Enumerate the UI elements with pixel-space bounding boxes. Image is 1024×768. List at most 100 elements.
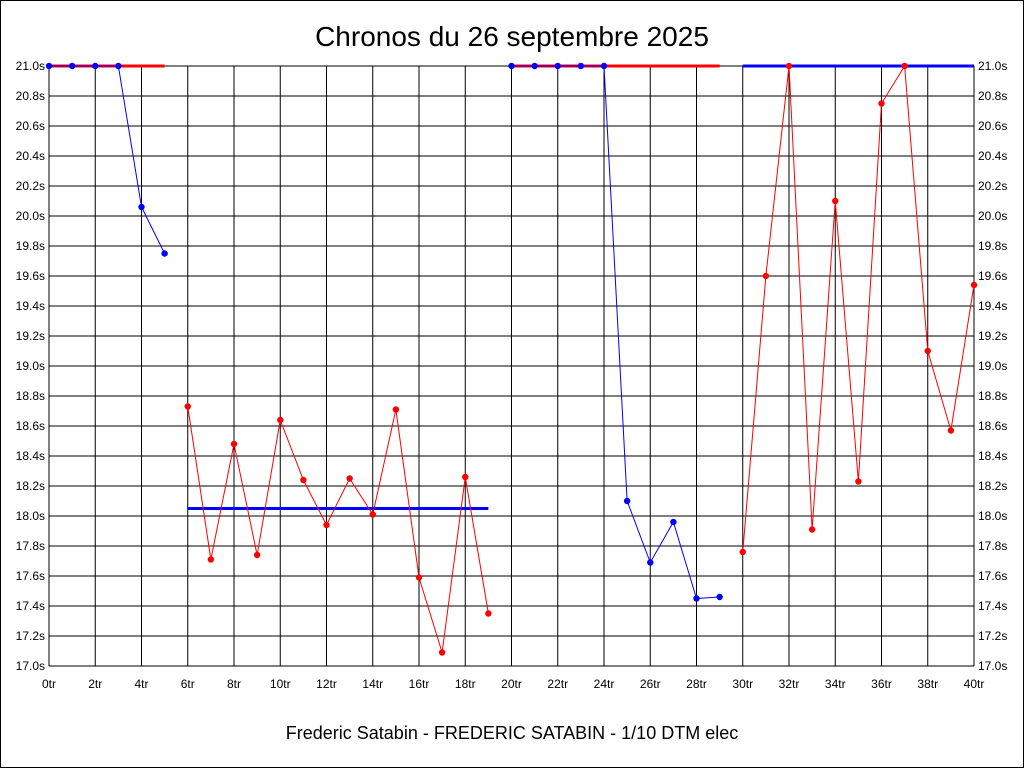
data-point xyxy=(230,440,238,448)
y-tick-label-right: 19.0s xyxy=(978,359,1007,373)
x-tick-label: 34tr xyxy=(825,677,846,691)
data-point xyxy=(300,476,307,484)
y-tick-label: 19.4s xyxy=(16,299,45,313)
data-point xyxy=(832,197,839,205)
data-point xyxy=(508,62,515,70)
y-tick-label-right: 21.0s xyxy=(978,59,1007,73)
y-tick-label-right: 18.8s xyxy=(978,389,1007,403)
x-tick-label: 28tr xyxy=(686,677,707,691)
y-tick-label-right: 19.6s xyxy=(978,269,1007,283)
y-tick-label: 17.8s xyxy=(16,539,45,553)
data-point xyxy=(716,593,723,601)
y-tick-label-right: 20.6s xyxy=(978,119,1007,133)
data-point xyxy=(92,62,99,70)
data-point xyxy=(415,574,423,581)
data-point xyxy=(253,551,261,559)
x-tick-label: 10tr xyxy=(270,677,291,691)
data-point xyxy=(623,497,631,505)
y-tick-label: 17.2s xyxy=(16,629,45,643)
x-tick-label: 38tr xyxy=(917,677,938,691)
y-tick-label: 18.0s xyxy=(16,509,45,523)
series-line xyxy=(511,65,720,600)
y-tick-label: 20.0s xyxy=(16,209,45,223)
y-tick-label-right: 20.2s xyxy=(978,179,1007,193)
x-tick-label: 36tr xyxy=(871,677,892,691)
data-point xyxy=(277,416,284,424)
y-tick-label: 20.6s xyxy=(16,119,45,133)
y-tick-label: 19.8s xyxy=(16,239,45,253)
y-tick-label: 18.4s xyxy=(16,449,45,463)
y-tick-label-right: 18.4s xyxy=(978,449,1007,463)
data-point xyxy=(693,595,700,602)
x-tick-label: 14tr xyxy=(362,677,383,691)
y-tick-label-right: 20.8s xyxy=(978,89,1007,103)
x-tick-label: 24tr xyxy=(594,677,615,691)
data-point xyxy=(68,62,76,70)
x-tick-label: 8tr xyxy=(227,677,241,691)
y-tick-label: 17.6s xyxy=(16,569,45,583)
data-point xyxy=(647,559,654,566)
x-tick-label: 32tr xyxy=(779,677,800,691)
y-tick-label-right: 17.4s xyxy=(978,599,1007,613)
x-tick-label: 22tr xyxy=(547,677,568,691)
x-tick-label: 2tr xyxy=(88,677,102,691)
y-tick-label: 19.6s xyxy=(16,269,45,283)
y-tick-label: 17.0s xyxy=(16,659,45,673)
y-tick-label-right: 17.0s xyxy=(978,659,1007,673)
data-point xyxy=(323,521,330,529)
data-point xyxy=(138,203,145,211)
y-tick-label: 17.4s xyxy=(16,599,45,613)
x-tick-label: 20tr xyxy=(501,677,522,691)
x-tick-label: 26tr xyxy=(640,677,661,691)
x-tick-label: 18tr xyxy=(455,677,476,691)
data-point xyxy=(207,556,215,563)
chart-footer: Frederic Satabin - FREDERIC SATABIN - 1/… xyxy=(286,723,738,743)
chart-title: Chronos du 26 septembre 2025 xyxy=(315,21,709,52)
x-axis: 0tr 2tr 4tr 6tr 8tr 10tr 12tr 14tr 16tr 18tr 20tr 2… xyxy=(42,677,984,691)
grid xyxy=(48,65,975,667)
y-tick-label-right: 17.2s xyxy=(978,629,1007,643)
data-point xyxy=(739,548,746,556)
data-point xyxy=(855,478,862,485)
x-tick-label: 6tr xyxy=(181,677,195,691)
y-tick-label: 20.4s xyxy=(16,149,45,163)
data-point xyxy=(947,427,955,434)
series-line xyxy=(49,65,166,254)
x-tick-label: 4tr xyxy=(134,677,148,691)
y-tick-label-right: 19.4s xyxy=(978,299,1007,313)
data-point xyxy=(554,62,561,70)
y-tick-label-right: 19.8s xyxy=(978,239,1007,253)
y-tick-label: 19.2s xyxy=(16,329,45,343)
data-point xyxy=(462,473,469,481)
y-tick-label-right: 20.4s xyxy=(978,149,1007,163)
x-tick-label: 40tr xyxy=(964,677,985,691)
data-point xyxy=(45,62,53,70)
y-tick-label-right: 20.0s xyxy=(978,209,1007,223)
x-tick-label: 30tr xyxy=(732,677,753,691)
series-line xyxy=(187,406,489,653)
y-tick-label-right: 19.2s xyxy=(978,329,1007,343)
x-tick-label: 0tr xyxy=(42,677,56,691)
y-tick-label-right: 18.2s xyxy=(978,479,1007,493)
data-point xyxy=(600,62,608,70)
data-point xyxy=(878,100,885,107)
y-tick-label: 20.8s xyxy=(16,89,45,103)
data-point xyxy=(577,62,585,70)
data-point xyxy=(670,518,677,526)
series-group xyxy=(45,62,978,656)
y-tick-label-right: 17.6s xyxy=(978,569,1007,583)
y-axis-left: 17.0s 17.2s 17.4s 17.6s 17.8s 18.0s 18.2s 18.4s… xyxy=(16,59,45,673)
data-point xyxy=(438,649,446,656)
data-point xyxy=(485,610,492,617)
y-tick-label: 18.8s xyxy=(16,389,45,403)
data-point xyxy=(184,403,191,410)
data-point xyxy=(531,62,538,70)
y-tick-label-right: 18.6s xyxy=(978,419,1007,433)
data-point xyxy=(970,281,978,289)
y-tick-label: 21.0s xyxy=(16,59,45,73)
data-point xyxy=(901,62,908,70)
data-point xyxy=(392,406,400,413)
y-tick-label-right: 17.8s xyxy=(978,539,1007,553)
data-point xyxy=(115,62,122,70)
